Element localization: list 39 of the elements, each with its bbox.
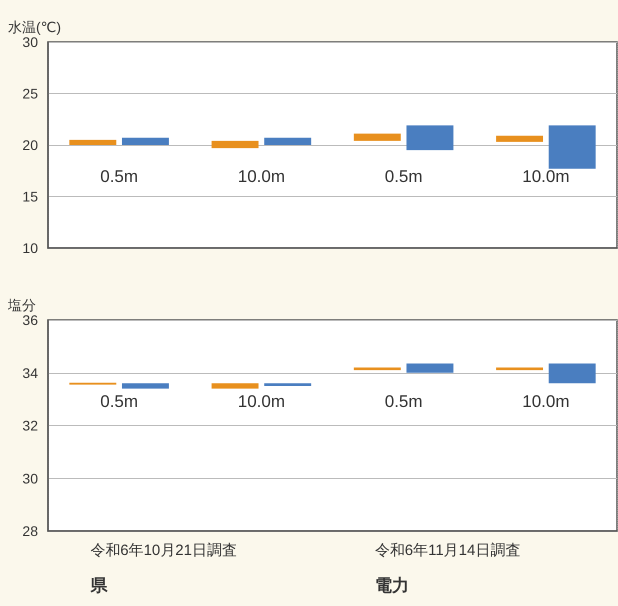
x-tick-label: 10.0m <box>238 167 285 186</box>
y-tick-label: 36 <box>22 312 38 328</box>
x-tick-label: 10.0m <box>238 392 285 411</box>
x-tick-label: 10.0m <box>522 167 570 186</box>
y-tick-label: 25 <box>22 86 38 102</box>
y-tick-label: 32 <box>22 418 38 434</box>
x-tick-label: 0.5m <box>384 167 423 186</box>
y-axis-title: 塩分 <box>7 297 36 313</box>
bar <box>406 125 454 150</box>
bar <box>496 136 544 142</box>
y-tick-label: 15 <box>22 188 38 204</box>
x-tick-label: 10.0m <box>522 392 570 411</box>
text: 令和6年10月21日調査 <box>90 542 237 559</box>
x-tick-label: 0.5m <box>100 167 138 186</box>
bar <box>548 364 596 384</box>
bar <box>264 138 312 145</box>
y-tick-label: 30 <box>22 34 38 50</box>
y-axis-title: 水温(℃) <box>8 19 62 35</box>
bar <box>69 140 116 145</box>
bar <box>406 364 454 373</box>
bar <box>212 140 259 148</box>
bar <box>354 134 401 141</box>
bar <box>122 138 169 145</box>
text: 令和6年11月14日調査 <box>374 542 520 559</box>
bar <box>212 383 259 389</box>
y-tick-label: 10 <box>22 240 38 256</box>
y-tick-label: 34 <box>22 364 38 381</box>
x-tick-label: 0.5m <box>384 392 423 411</box>
bar <box>496 367 544 370</box>
x-tick-label: 0.5m <box>100 392 138 411</box>
y-tick-label: 28 <box>22 523 38 539</box>
bar <box>264 383 312 386</box>
text: 電力 <box>374 576 409 595</box>
y-tick-label: 30 <box>22 470 38 486</box>
bar <box>354 367 401 370</box>
y-tick-label: 20 <box>22 137 38 153</box>
bar <box>548 125 596 169</box>
text: 県 <box>89 576 108 595</box>
bar <box>122 383 169 389</box>
